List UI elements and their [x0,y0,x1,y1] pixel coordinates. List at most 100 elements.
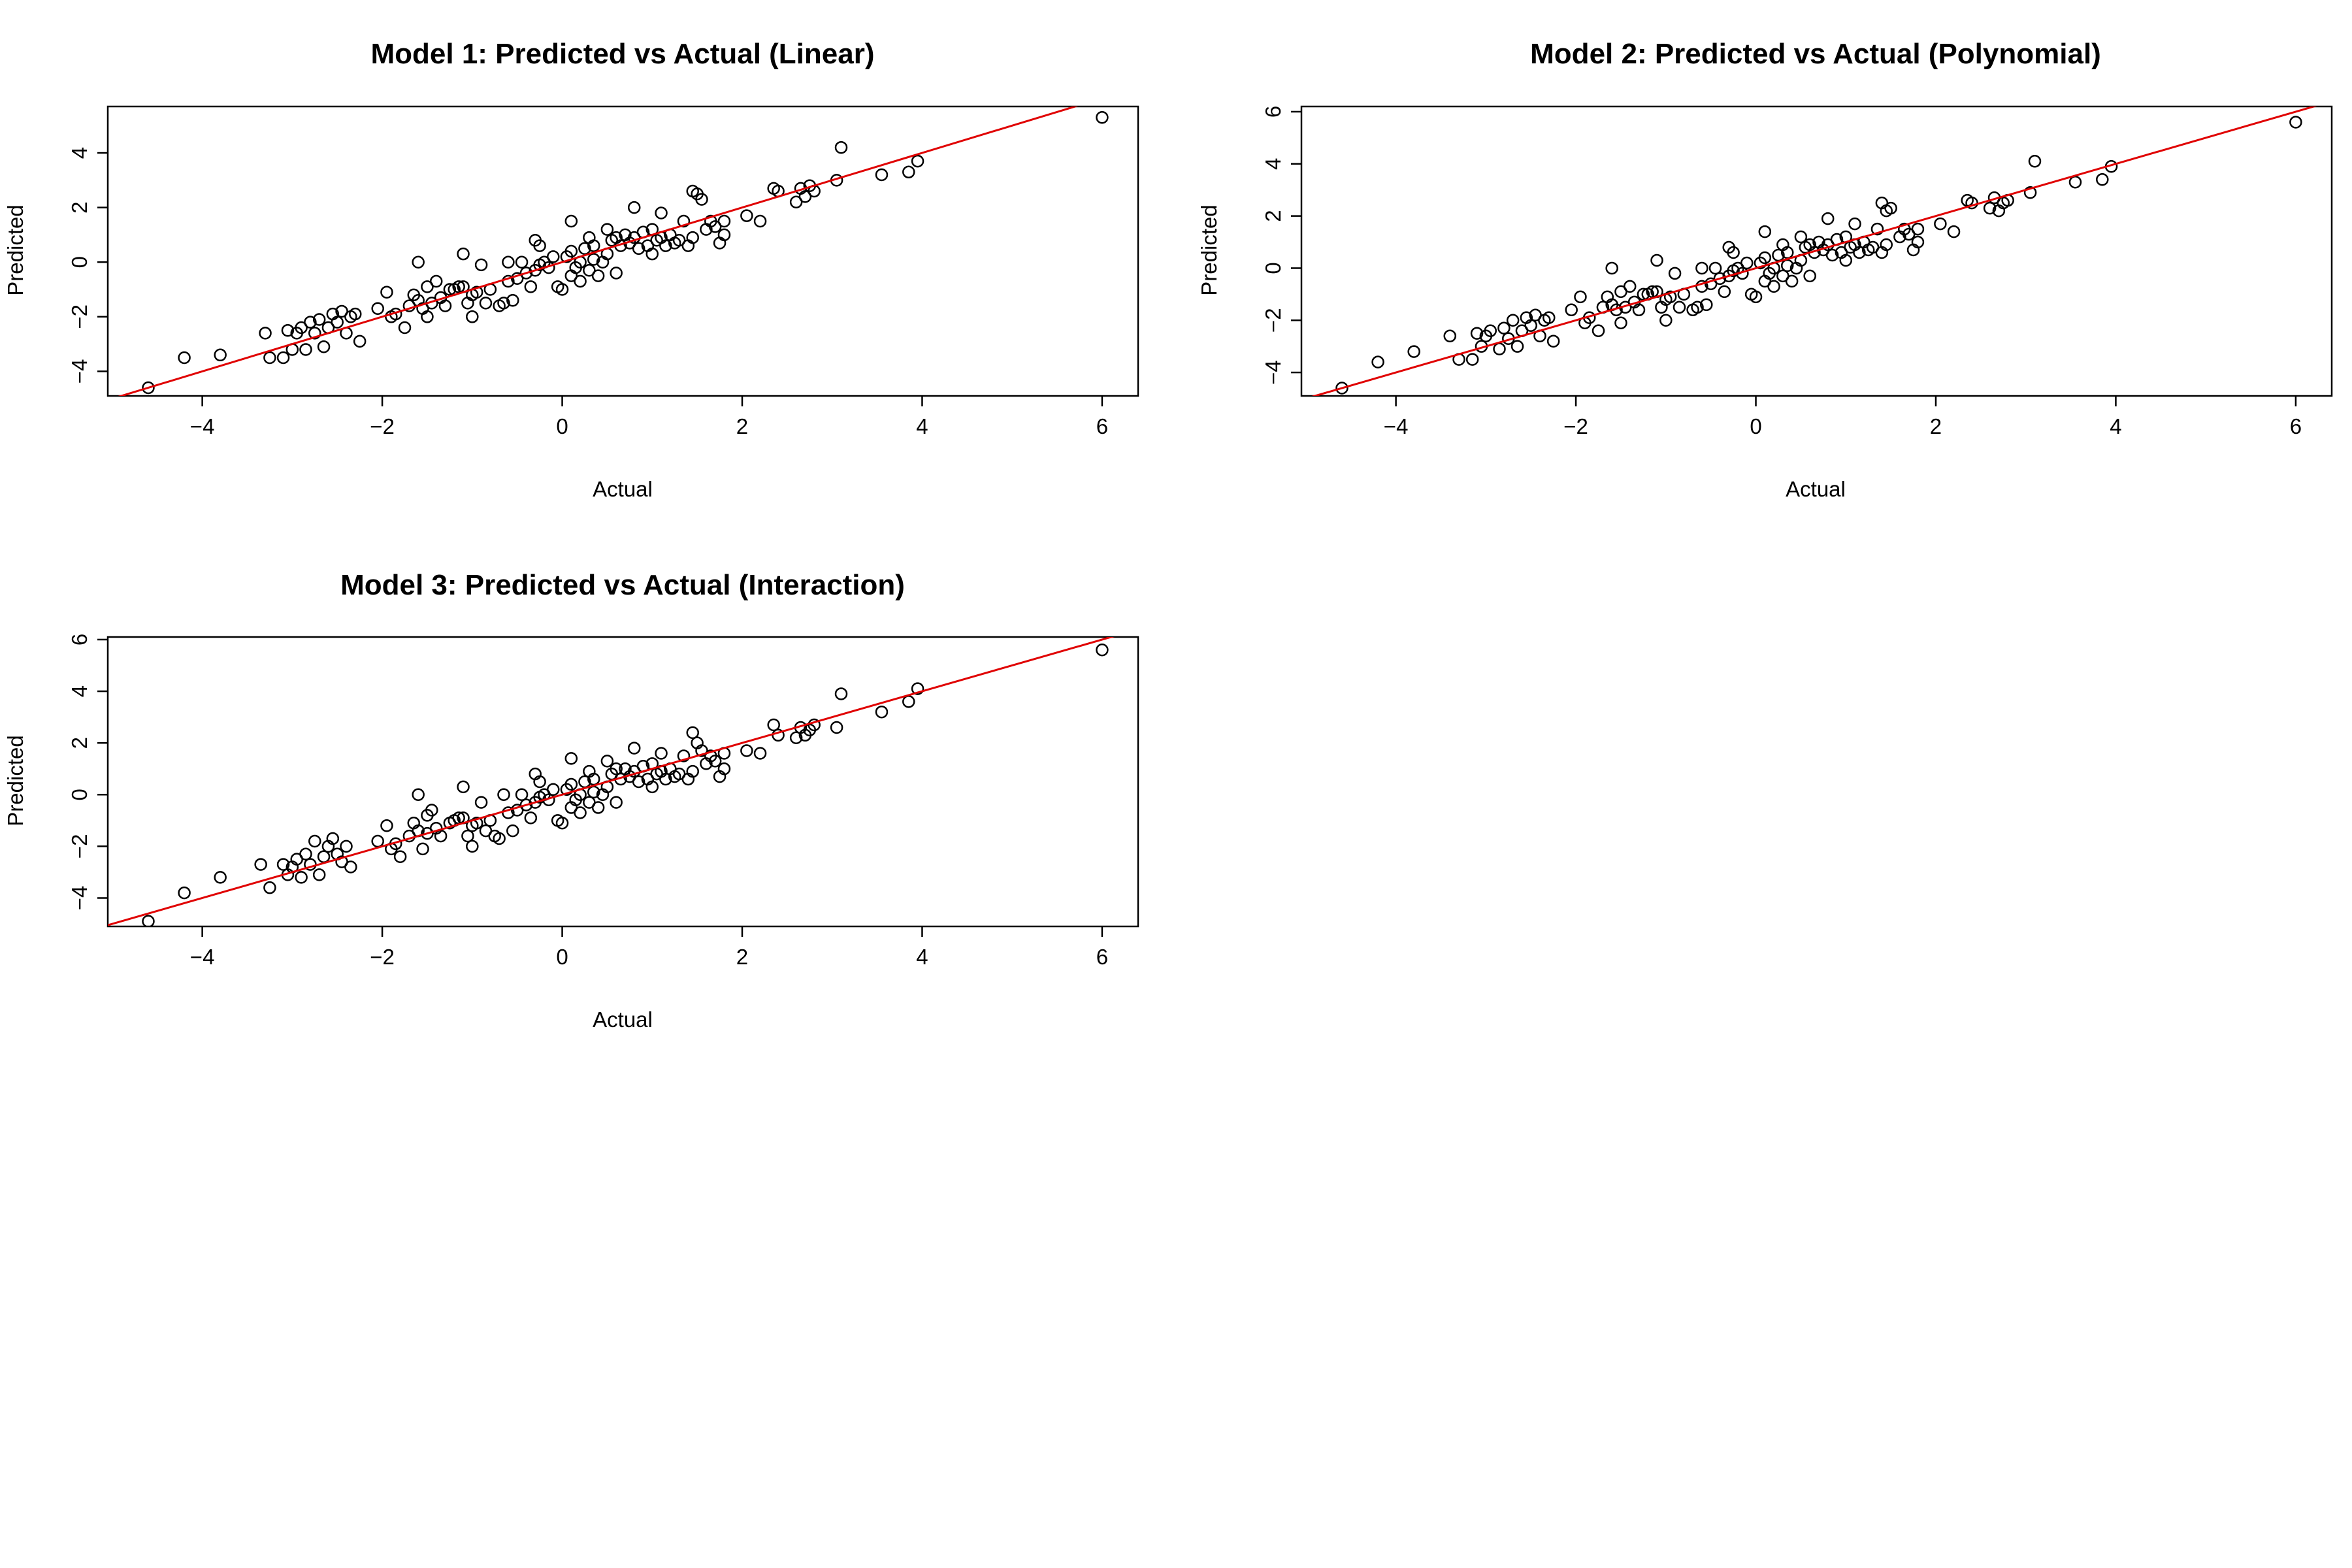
data-point [515,255,529,269]
data-points [118,106,1109,396]
data-point [587,253,600,266]
data-point [1668,267,1682,280]
data-points [1311,106,2317,396]
data-point [461,829,474,843]
data-point [353,335,367,348]
data-point [659,772,672,786]
axis-ticks [1291,110,2297,406]
axis-tick-labels: −4 −2 0 2 4 6 −4 −2 0 2 4 [67,147,1108,438]
x-tick-label: −2 [370,945,395,969]
chart-title: Model 1: Predicted vs Actual (Linear) [371,38,875,70]
data-point [1524,319,1537,332]
data-point [1695,261,1708,275]
data-point [1785,274,1799,288]
data-point [645,780,659,794]
y-tick-label: −4 [1261,360,1285,385]
data-point [717,228,731,242]
data-point [1650,253,1663,267]
data-point [457,247,470,261]
y-tick-label: −2 [67,304,91,329]
data-point [555,817,569,830]
data-point [830,721,843,734]
data-point [326,832,340,845]
x-tick-label: 4 [2110,414,2121,438]
data-point [142,381,155,395]
data-point [457,780,470,794]
data-point [564,752,578,765]
data-point [1470,327,1484,340]
data-point [506,293,519,307]
data-point [466,310,479,323]
y-tick-label: 0 [67,789,91,800]
data-point [627,231,641,244]
data-point [2023,186,2037,199]
data-point [902,165,915,179]
y-tick-label: 6 [1261,106,1285,118]
data-point [510,272,524,286]
data-point [1443,329,1457,342]
data-point [695,193,708,206]
data-point [412,788,425,802]
data-point [740,209,753,222]
data-point [493,832,506,845]
data-point [1880,204,1893,218]
data-point [142,915,155,926]
data-point [1740,256,1754,270]
data-point [911,154,924,168]
data-point [1335,382,1348,395]
chart-panel-model-2: Model 2: Predicted vs Actual (Polynomial… [1197,38,2333,501]
data-point [564,214,578,228]
x-axis-label: Actual [593,477,653,501]
data-point [695,744,708,757]
data-point [1614,316,1627,330]
x-tick-label: 2 [1930,414,1942,438]
data-point [1853,246,1866,259]
data-point [686,231,699,244]
data-point [645,247,659,261]
data-point [281,323,295,337]
y-axis-label: Predicted [3,735,27,826]
data-point [2096,172,2109,186]
data-point [1565,303,1578,317]
data-point [1506,314,1520,327]
data-point [1758,251,1772,265]
data-point [911,682,924,695]
data-point [2028,155,2042,168]
data-point [344,860,357,874]
data-point [295,321,308,335]
data-point [1983,201,1997,215]
x-tick-label: 0 [556,414,568,438]
data-point [1673,301,1686,314]
data-point [1708,261,1722,275]
chart-title: Model 3: Predicted vs Actual (Interactio… [340,569,905,601]
plot-frame [106,105,1139,397]
data-point [312,313,326,326]
data-point [610,267,623,280]
y-tick-label: 4 [1261,158,1285,170]
data-point [564,244,578,258]
data-point [1632,303,1646,317]
axis-tick-labels: −4 −2 0 2 4 6 −4 −2 0 2 4 6 [1261,106,2302,438]
data-point [610,762,623,776]
data-point [564,777,578,791]
data-point [421,280,434,293]
x-tick-label: 4 [916,414,928,438]
data-point [789,731,803,745]
data-point [1371,355,1384,368]
data-point [600,755,614,768]
data-point [1947,225,1961,238]
data-point [533,775,546,789]
data-point [591,269,605,282]
data-point [276,858,290,871]
data-point [214,871,227,884]
data-point [1718,285,1731,299]
data-point [466,840,479,853]
y-tick-label: 2 [1261,210,1285,221]
axis-tick-labels: −4 −2 0 2 4 6 −4 −2 0 2 4 6 [67,634,1108,969]
x-tick-label: 0 [1750,414,1761,438]
data-point [875,168,889,182]
data-point [470,286,483,299]
data-point [317,340,331,353]
